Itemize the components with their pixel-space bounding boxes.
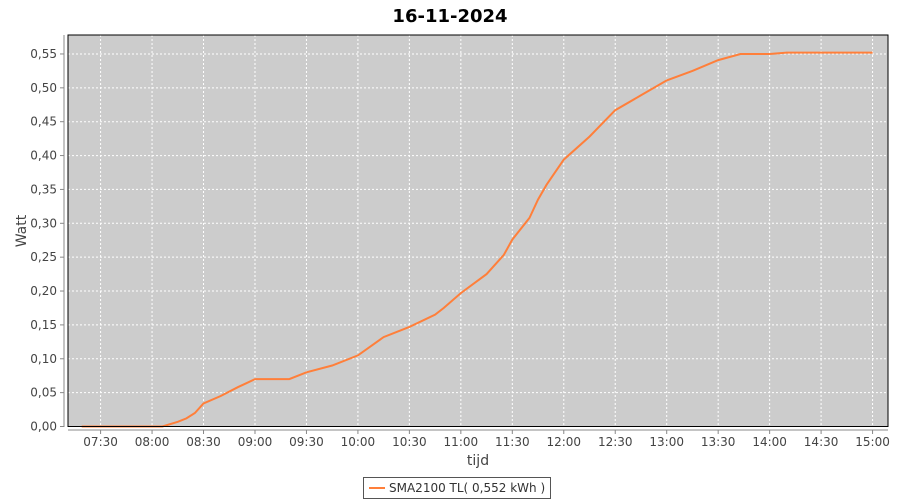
- x-tick-label: 15:00: [855, 435, 890, 449]
- x-tick-label: 11:30: [495, 435, 530, 449]
- y-tick-label: 0,35: [30, 182, 57, 196]
- y-tick-label: 0,10: [30, 352, 57, 366]
- x-tick-label: 07:30: [83, 435, 118, 449]
- chart-title: 16-11-2024: [392, 6, 507, 27]
- x-tick-label: 09:00: [238, 435, 273, 449]
- series-line: [81, 51, 873, 428]
- x-tick-label: 08:00: [135, 435, 170, 449]
- plot-border: [67, 34, 889, 427]
- y-tick-label: 0,45: [30, 115, 57, 129]
- legend-swatch: [369, 487, 385, 489]
- x-axis-label: tijd: [467, 453, 489, 469]
- legend-label: SMA2100 TL( 0,552 kWh ): [389, 481, 546, 495]
- y-tick-label: 0,15: [30, 318, 57, 332]
- y-tick-label: 0,40: [30, 149, 57, 163]
- x-tick-label: 13:30: [701, 435, 736, 449]
- y-tick-label: 0,50: [30, 81, 57, 95]
- plot-area: [68, 35, 888, 427]
- legend: SMA2100 TL( 0,552 kWh ): [363, 477, 552, 499]
- x-tick-label: 14:00: [752, 435, 787, 449]
- x-tick-label: 10:30: [392, 435, 427, 449]
- y-axis-label: Watt: [14, 214, 30, 247]
- x-tick-label: 11:00: [444, 435, 479, 449]
- x-tick-label: 14:30: [804, 435, 839, 449]
- y-tick-label: 0,55: [30, 47, 57, 61]
- y-tick-label: 0,20: [30, 284, 57, 298]
- y-tick-label: 0,25: [30, 250, 57, 264]
- y-tick-label: 0,05: [30, 386, 57, 400]
- y-tick-label: 0,30: [30, 216, 57, 230]
- x-tick-label: 09:30: [289, 435, 324, 449]
- x-tick-label: 12:30: [598, 435, 633, 449]
- x-tick-label: 12:00: [546, 435, 581, 449]
- x-tick-label: 10:00: [341, 435, 376, 449]
- x-tick-label: 13:00: [649, 435, 684, 449]
- x-tick-label: 08:30: [186, 435, 221, 449]
- y-tick-label: 0,00: [30, 420, 57, 434]
